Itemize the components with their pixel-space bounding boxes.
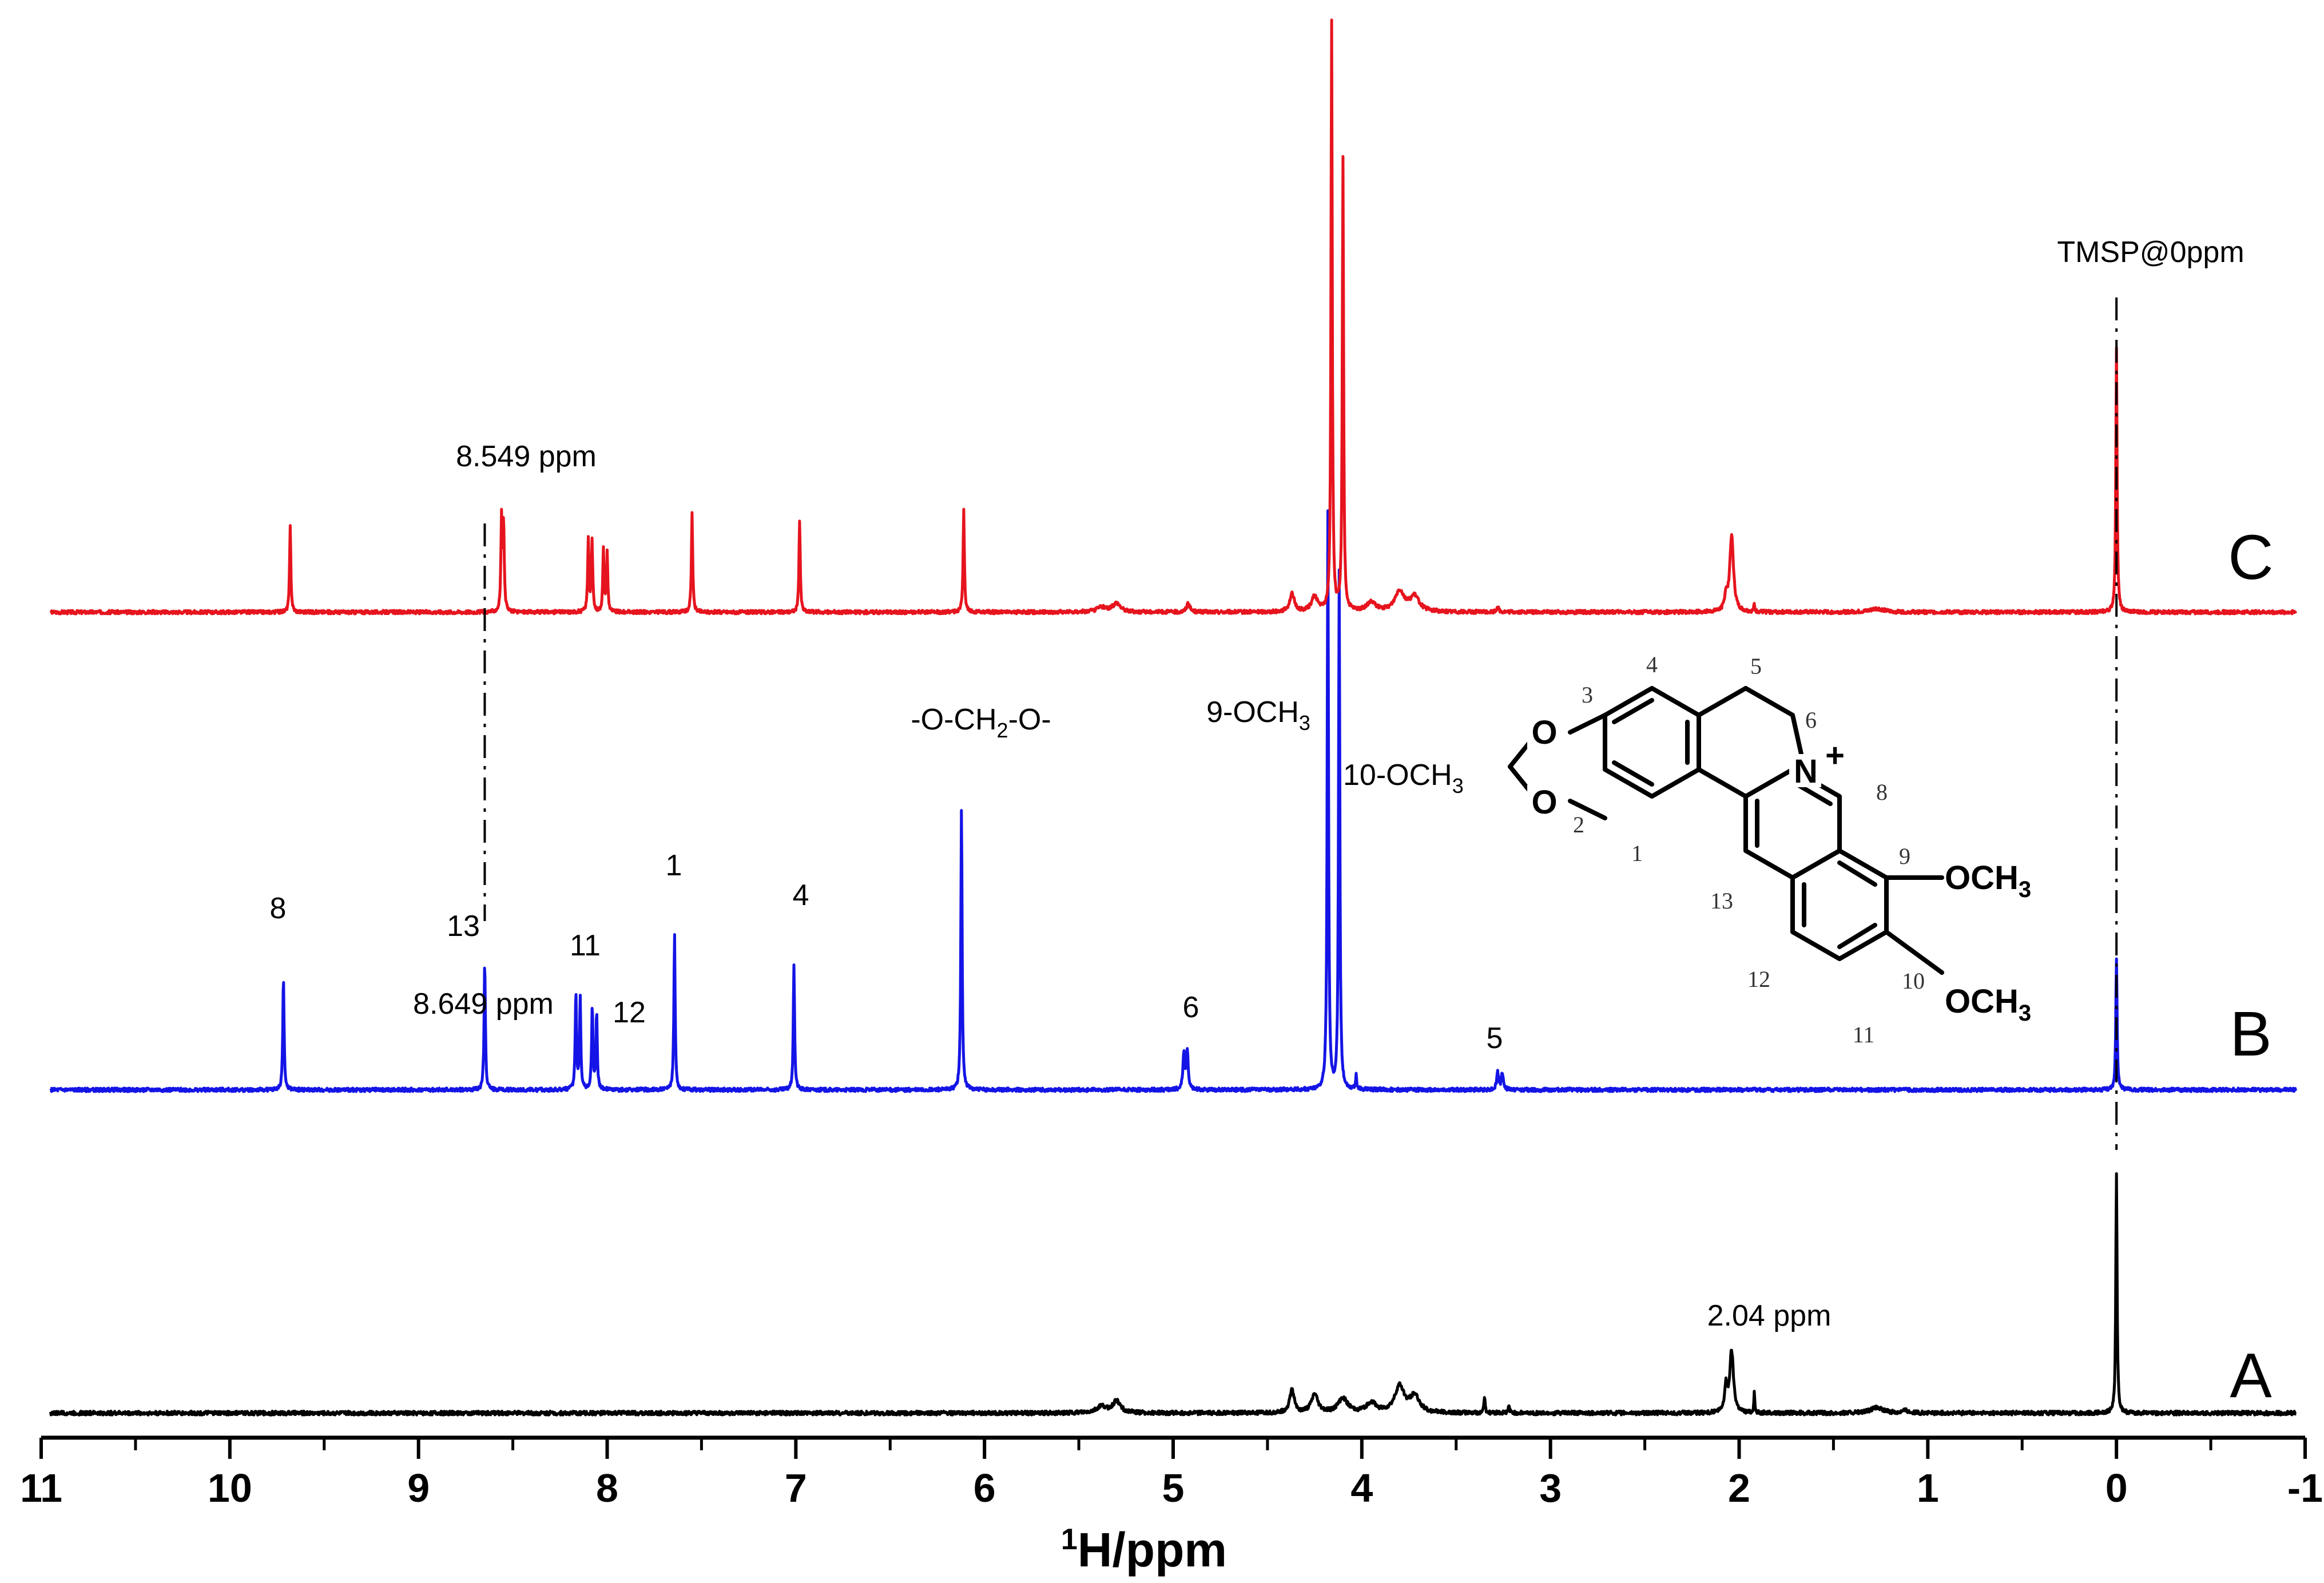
x-axis-label-main: H/ppm [1078, 1523, 1227, 1577]
annotation-b-peak-1: 1 [666, 849, 682, 882]
bond-o1-c3 [1568, 713, 1607, 735]
struct-num-3: 3 [1582, 682, 1593, 708]
n-bg [1789, 754, 1821, 787]
annotation-b-peak-8: 8 [270, 892, 287, 925]
struct-num-8: 8 [1876, 779, 1888, 805]
och3-bottom-sub: 3 [2019, 1001, 2031, 1026]
x-tick-label: 10 [208, 1466, 252, 1510]
och3-top-main: OCH [1945, 859, 2019, 896]
struct-num-5: 5 [1750, 653, 1762, 679]
spectrum-trace-c [49, 18, 2297, 616]
och2o-main: -O-CH [911, 703, 996, 736]
spectrum-trace-b [49, 509, 2297, 1093]
atom-n: N [1794, 753, 1818, 790]
x-tick-label: 11 [20, 1466, 62, 1510]
struct-num-6: 6 [1805, 707, 1817, 733]
atom-och3-top: OCH3 [1945, 859, 2031, 902]
ring-a-inner-1 [1612, 698, 1654, 724]
annotation-b-9-och3: 9-OCH3 [1206, 696, 1310, 735]
ring-a [1603, 686, 1701, 799]
x-tick-label: 4 [1350, 1466, 1373, 1510]
annotation-b-peak-5: 5 [1487, 1022, 1503, 1055]
trace-label-b: B [2230, 999, 2271, 1069]
x-axis-label: 1H/ppm [1061, 1523, 1227, 1577]
10-och3-sub: 3 [1452, 774, 1464, 798]
10-och3-main: 10-OCH [1343, 759, 1452, 792]
ring-a-inner-3 [1612, 760, 1654, 787]
spectrum-trace-a [49, 1172, 2297, 1417]
struct-num-2: 2 [1573, 812, 1584, 838]
9-och3-main: 9-OCH [1206, 696, 1299, 729]
struct-num-11: 11 [1853, 1022, 1875, 1048]
reference-lines [483, 297, 2118, 1150]
bond-o2-c2 [1568, 799, 1607, 820]
bond-c12b-c13a [1697, 767, 1748, 799]
9-och3-sub: 3 [1299, 711, 1310, 735]
annotation-b-peak-13: 13 [447, 910, 480, 943]
annotation-b-peak-11: 11 [570, 929, 601, 962]
atom-o1: O [1531, 714, 1557, 751]
annotation-b-och2o: -O-CH2-O- [911, 703, 1051, 742]
struct-num-4: 4 [1646, 652, 1658, 677]
x-tick-label: 9 [407, 1466, 430, 1510]
struct-num-13: 13 [1710, 888, 1733, 914]
struct-num-10: 10 [1902, 968, 1925, 994]
struct-num-1: 1 [1631, 840, 1643, 866]
x-tick-label: -1 [2287, 1466, 2323, 1510]
annotation-c-8549: 8.549 ppm [456, 440, 597, 473]
annotation-b-peak-6: 6 [1183, 991, 1199, 1024]
annotation-b-10-och3: 10-OCH3 [1343, 759, 1464, 798]
ring-d [1790, 848, 1889, 961]
x-axis: 11 10 9 8 7 6 5 4 3 2 1 0 -1 1H/ppm [20, 1435, 2323, 1577]
spectrum-traces [49, 18, 2297, 1417]
bond-c5-c6 [1743, 686, 1795, 717]
x-tick-label: 1 [1917, 1466, 1939, 1510]
och3-top-sub: 3 [2019, 877, 2031, 902]
x-tick-label: 7 [785, 1466, 807, 1510]
bond-c10-och3 [1884, 930, 1944, 975]
x-tick-label: 8 [596, 1466, 618, 1510]
struct-num-12: 12 [1747, 966, 1770, 992]
och3-bottom-main: OCH [1945, 983, 2019, 1020]
x-tick-label: 5 [1162, 1466, 1185, 1510]
ring-d-inner-3 [1837, 860, 1877, 887]
atom-o2: O [1531, 784, 1557, 821]
o1-bg [1527, 715, 1562, 749]
annotation-ref-8649: 8.649 ppm [413, 987, 554, 1021]
annotation-b-peak-12: 12 [613, 996, 646, 1029]
bond-c4a-c5 [1697, 686, 1748, 717]
annotation-b-peak-4: 4 [793, 879, 809, 912]
atom-n-charge: + [1825, 737, 1845, 774]
annotation-a-204: 2.04 ppm [1707, 1299, 1832, 1332]
och2o-sub: 2 [997, 719, 1008, 742]
x-axis-ticks: 11 10 9 8 7 6 5 4 3 2 1 0 -1 [20, 1438, 2323, 1510]
trace-label-a: A [2230, 1340, 2272, 1411]
o2-bg [1527, 785, 1562, 819]
x-tick-label: 2 [1728, 1466, 1750, 1510]
atom-och3-bottom: OCH3 [1945, 983, 2031, 1026]
x-tick-label: 3 [1539, 1466, 1562, 1510]
struct-num-9: 9 [1899, 843, 1910, 869]
structure-labels: O O N + OCH3 OCH3 1 2 3 4 5 6 8 9 10 11 … [1527, 652, 2031, 1048]
ring-d-inner-2 [1837, 923, 1877, 949]
och2o-suffix: -O- [1008, 703, 1051, 736]
peak-annotations: 8.549 ppm 8 13 11 12 1 4 -O-CH2-O- 9-OCH… [270, 236, 2244, 1332]
x-tick-label: 6 [974, 1466, 996, 1510]
annotation-ref-tmsp: TMSP@0ppm [2057, 236, 2244, 269]
x-axis-label-superscript: 1 [1061, 1523, 1078, 1556]
trace-label-c: C [2228, 522, 2273, 593]
x-tick-label: 0 [2105, 1466, 2128, 1510]
